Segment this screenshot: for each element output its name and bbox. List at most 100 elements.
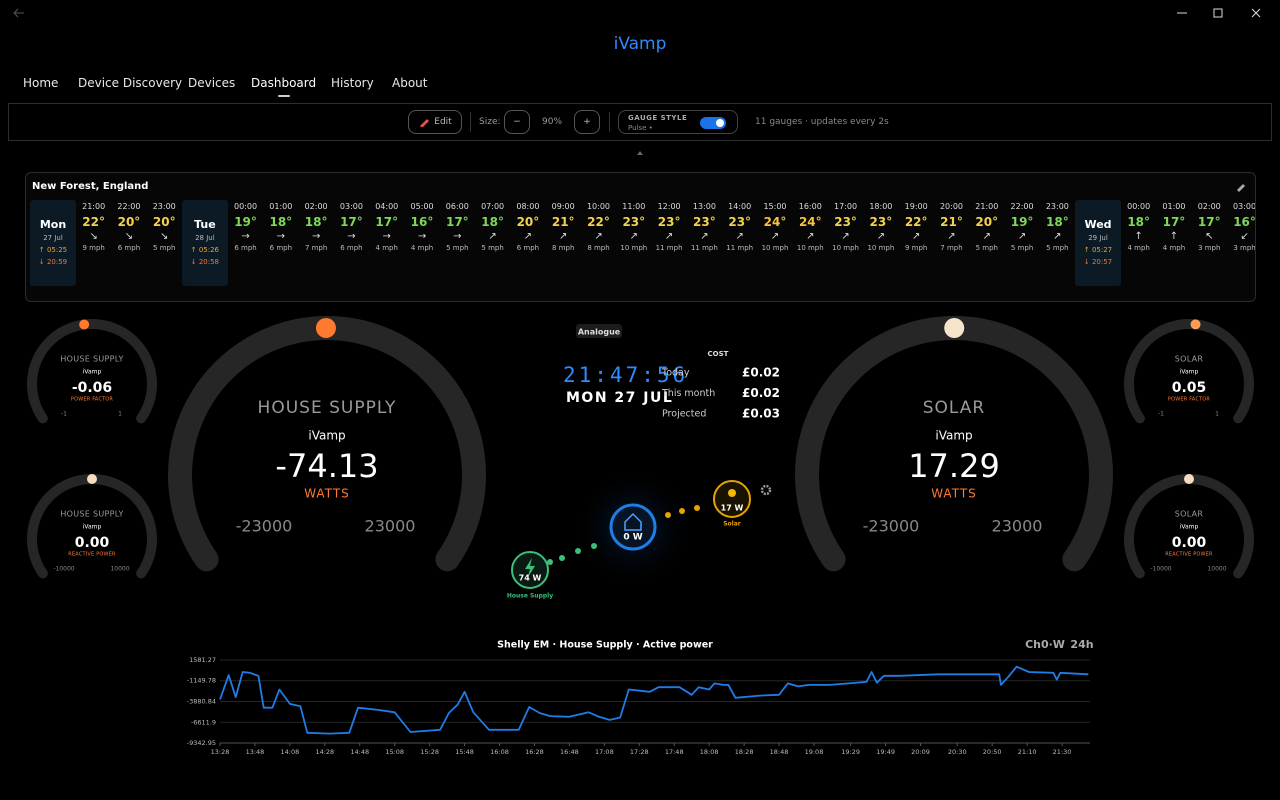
hour-temp: 23° — [693, 215, 716, 229]
wind-speed: 4 mph — [1162, 244, 1186, 252]
wind-arrow: ↗ — [523, 231, 533, 242]
x-tick-label: 14:08 — [281, 748, 300, 756]
wind-arrow: ↗ — [700, 231, 709, 242]
range-button[interactable]: 24h — [1070, 638, 1093, 651]
wind-arrow: ↗ — [982, 231, 991, 242]
hour-time: 20:00 — [939, 202, 963, 211]
collapse-caret[interactable] — [634, 148, 646, 156]
gauge-max: 1 — [118, 411, 122, 418]
wind-speed: 11 mph — [726, 244, 754, 252]
edit-button[interactable]: Edit — [408, 110, 462, 134]
gauge-unit: REACTIVE POWER — [68, 552, 116, 558]
hour-column: 19:00 22° ↗ 9 mph — [899, 200, 934, 286]
weather-panel: New Forest, England Mon 27 Jul ↑ 05:25 ↓ 20… — [25, 172, 1256, 302]
hour-column: 18:00 23° ↗ 10 mph — [863, 200, 898, 286]
wind-speed: 6 mph — [117, 244, 141, 252]
wind-speed: 6 mph — [340, 244, 363, 252]
nav-item[interactable]: History — [331, 76, 374, 90]
home-node[interactable] — [609, 503, 657, 551]
wind-arrow: ↗ — [488, 231, 497, 242]
gauge-title: HOUSE SUPPLY — [258, 398, 397, 418]
hour-column: 07:00 18° ↗ 5 mph — [475, 200, 510, 286]
wind-speed: 10 mph — [761, 244, 789, 252]
hour-temp: 19° — [234, 215, 257, 229]
nav-item[interactable]: Dashboard — [251, 76, 317, 90]
channel-button[interactable]: Ch0·W — [1025, 638, 1065, 651]
hour-temp: 22° — [82, 215, 105, 229]
size-increase[interactable]: + — [574, 110, 600, 134]
close-button[interactable] — [1251, 8, 1261, 18]
gauge-value: 17.29 — [908, 447, 1000, 485]
hour-column: 11:00 23° ↗ 10 mph — [616, 200, 651, 286]
hour-time: 11:00 — [622, 202, 646, 211]
cost-label: Projected — [662, 409, 706, 420]
x-tick-label: 17:28 — [630, 748, 649, 756]
gauge-marker — [944, 318, 965, 339]
size-decrease[interactable]: − — [504, 110, 530, 134]
wind-speed: 8 mph — [552, 244, 575, 252]
style-toggle[interactable] — [700, 117, 726, 129]
x-tick-label: 17:08 — [595, 748, 614, 756]
gauge-marker — [315, 318, 336, 339]
hour-temp: 17° — [340, 215, 363, 229]
hour-temp: 22° — [587, 215, 610, 229]
maximize-button[interactable] — [1213, 8, 1223, 18]
hour-temp: 17° — [1197, 215, 1221, 229]
wind-arrow: ↗ — [947, 231, 956, 242]
hour-temp: 18° — [269, 215, 293, 229]
cost-value: £0.03 — [742, 407, 780, 421]
gauge-unit: WATTS — [931, 487, 977, 501]
hour-time: 13:00 — [692, 202, 716, 211]
gauge-source: iVamp — [1180, 524, 1199, 531]
app-title: iVamp — [613, 34, 667, 54]
back-button[interactable] — [13, 8, 24, 18]
mode-button[interactable] — [576, 324, 622, 338]
gauge-unit: REACTIVE POWER — [1165, 552, 1213, 558]
x-tick-label: 19:49 — [876, 748, 895, 756]
hour-column: 06:00 17° → 5 mph — [440, 200, 475, 286]
hour-temp: 22° — [904, 215, 928, 229]
x-tick-label: 20:50 — [983, 748, 1002, 756]
hour-column: 03:00 17° → 6 mph — [334, 200, 369, 286]
gauge-marker — [79, 319, 90, 330]
nav-item[interactable]: Devices — [188, 76, 236, 90]
hour-time: 05:00 — [410, 202, 434, 211]
sunset: ↓ 20:59 — [38, 258, 68, 266]
solar-node[interactable] — [713, 480, 751, 518]
x-tick-label: 15:48 — [455, 748, 474, 756]
wind-arrow: ↘ — [89, 231, 98, 242]
x-tick-label: 15:28 — [420, 748, 439, 756]
cost-title: COST — [708, 350, 729, 358]
gauge-marker — [1184, 474, 1194, 484]
wind-speed: 9 mph — [82, 244, 105, 252]
hour-time: 07:00 — [481, 202, 505, 211]
hour-column: 16:00 24° ↗ 10 mph — [793, 200, 828, 286]
wind-speed: 7 mph — [304, 244, 328, 252]
hour-temp: 23° — [622, 215, 646, 229]
nav-item[interactable]: Device Discovery — [78, 76, 183, 90]
edit-label: Edit — [434, 117, 452, 127]
wind-speed: 5 mph — [1046, 244, 1069, 252]
gauge-style-box[interactable]: GAUGE STYLE Pulse • — [618, 110, 738, 134]
sunset: ↓ 20:57 — [1083, 258, 1113, 266]
hour-time: 23:00 — [152, 202, 176, 211]
cost-label: Today — [661, 368, 690, 379]
flow-settings[interactable] — [760, 484, 772, 496]
gauge-value: -0.06 — [72, 380, 112, 396]
hour-time: 06:00 — [445, 202, 469, 211]
sunrise: ↑ 05:25 — [38, 246, 68, 254]
day-card: Wed 29 Jul ↑ 05:27 ↓ 20:57 — [1075, 200, 1122, 286]
nav-item[interactable]: Home — [23, 76, 59, 90]
gauge-unit: POWER FACTOR — [71, 397, 114, 403]
gauge-track — [1124, 319, 1254, 424]
x-tick-label: 17:48 — [665, 748, 684, 756]
solar-label: Solar — [723, 521, 741, 528]
wind-arrow: ↙ — [1240, 231, 1249, 242]
weather-edit[interactable] — [1235, 180, 1247, 192]
hour-time: 16:00 — [798, 202, 822, 211]
clock-date: MON 27 JUL — [566, 390, 673, 406]
gauge-source: iVamp — [83, 524, 102, 531]
hour-column: 00:00 19° → 6 mph — [228, 200, 263, 286]
wind-speed: 11 mph — [655, 244, 683, 252]
nav-item[interactable]: About — [392, 76, 428, 90]
